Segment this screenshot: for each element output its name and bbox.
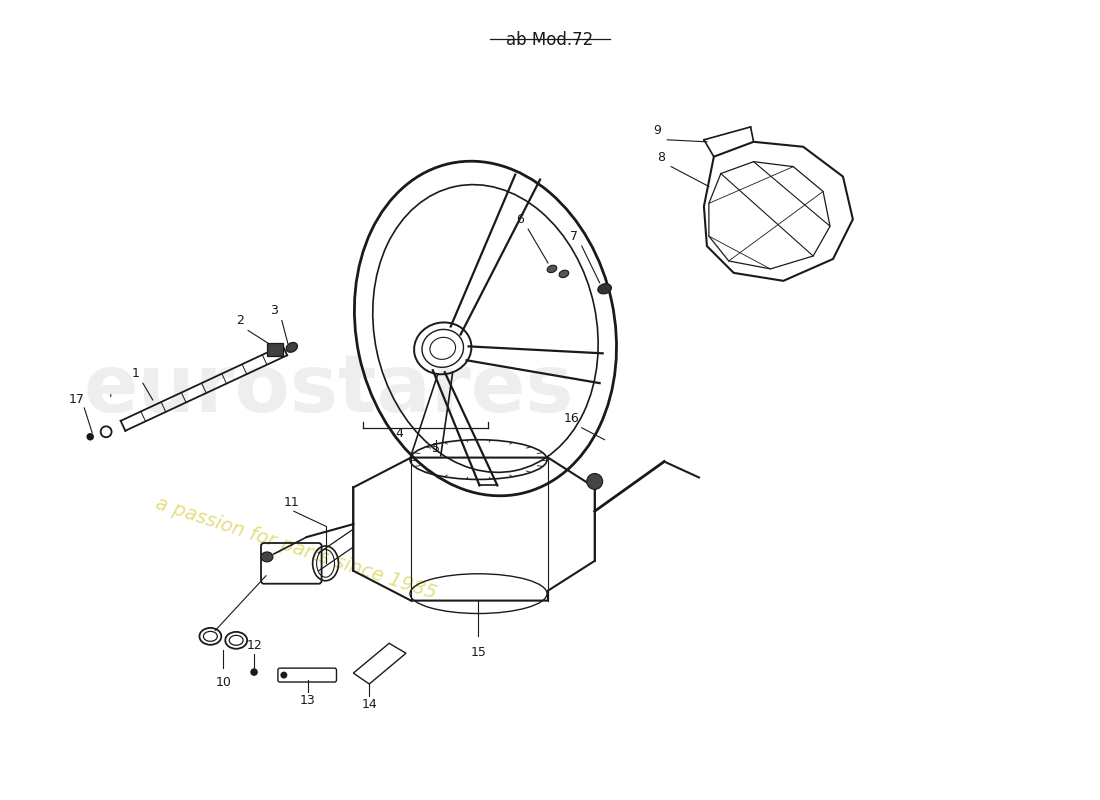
Text: 8: 8 xyxy=(657,150,665,164)
Text: 17: 17 xyxy=(68,393,85,406)
Text: 6: 6 xyxy=(516,214,524,226)
Text: ab Mod.72: ab Mod.72 xyxy=(506,30,594,49)
Circle shape xyxy=(87,433,94,441)
Text: 2: 2 xyxy=(236,314,244,326)
Text: 4: 4 xyxy=(395,426,403,440)
Ellipse shape xyxy=(547,266,557,273)
Ellipse shape xyxy=(559,270,569,278)
Text: ': ' xyxy=(108,393,112,406)
Circle shape xyxy=(251,668,257,676)
Text: 1: 1 xyxy=(132,367,140,380)
Circle shape xyxy=(586,474,603,490)
Ellipse shape xyxy=(597,284,612,294)
Text: 10: 10 xyxy=(216,676,231,689)
Text: 11: 11 xyxy=(284,496,299,510)
Text: 3: 3 xyxy=(270,303,278,317)
Circle shape xyxy=(280,672,287,678)
Text: 14: 14 xyxy=(362,698,377,711)
Text: a passion for parts since 1985: a passion for parts since 1985 xyxy=(153,494,439,603)
Text: 16: 16 xyxy=(564,412,580,425)
Ellipse shape xyxy=(286,342,297,352)
Text: 12: 12 xyxy=(246,639,262,652)
Text: 7: 7 xyxy=(570,230,578,243)
Text: 13: 13 xyxy=(300,694,316,707)
Text: eurostares: eurostares xyxy=(84,351,573,429)
Text: 5: 5 xyxy=(432,442,440,454)
Text: 9: 9 xyxy=(653,124,661,137)
FancyBboxPatch shape xyxy=(267,343,283,356)
Ellipse shape xyxy=(261,552,273,562)
Text: 15: 15 xyxy=(471,646,486,659)
